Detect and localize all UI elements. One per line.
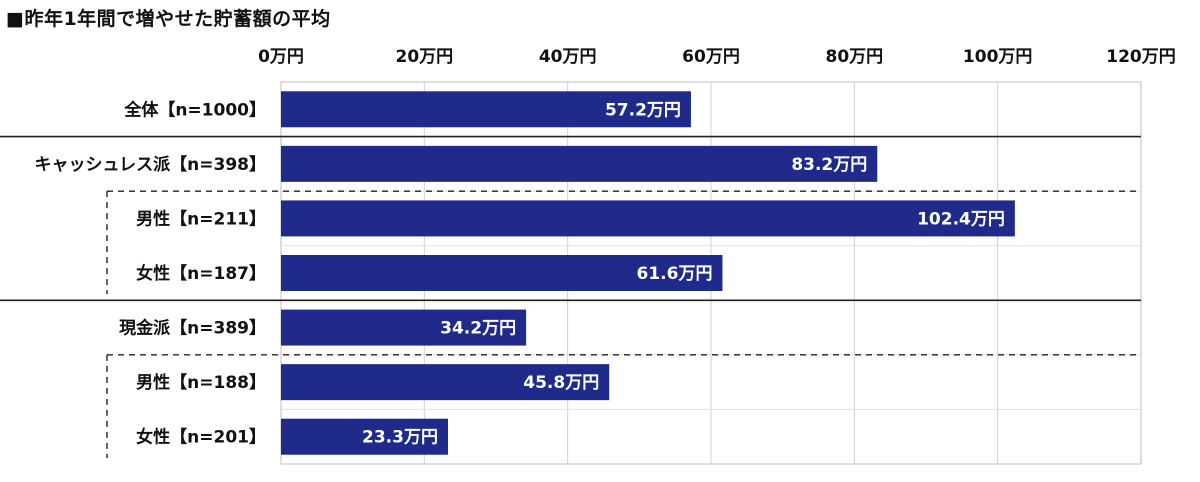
category-label: キャッシュレス派【n=398】 bbox=[35, 154, 267, 175]
category-label: 女性【n=201】 bbox=[136, 427, 266, 448]
bar-value-label: 34.2万円 bbox=[440, 319, 516, 339]
category-labels: 全体【n=1000】キャッシュレス派【n=398】男性【n=211】女性【n=1… bbox=[35, 99, 267, 447]
bar bbox=[281, 255, 723, 291]
bar-value-label: 45.8万円 bbox=[523, 373, 599, 393]
bar-value-label: 83.2万円 bbox=[791, 155, 867, 175]
bar bbox=[281, 145, 878, 182]
category-label: 女性【n=187】 bbox=[136, 263, 266, 284]
bar bbox=[281, 418, 448, 455]
category-label: 男性【n=188】 bbox=[136, 372, 266, 393]
x-tick-label: 0万円 bbox=[258, 47, 304, 67]
bar bbox=[281, 364, 610, 401]
bars: 57.2万円 83.2万円 102.4万円 61.6万円 34.2万円 45.8万円 23.… bbox=[281, 91, 1015, 455]
x-tick-label: 100万円 bbox=[963, 47, 1033, 67]
chart-title: ■昨年1年間で増やせた貯蓄額の平均 bbox=[6, 8, 331, 30]
category-label: 現金派【n=389】 bbox=[119, 318, 266, 339]
x-tick-label: 80万円 bbox=[825, 47, 883, 67]
x-tick-label: 60万円 bbox=[682, 47, 740, 67]
bar-value-label: 61.6万円 bbox=[637, 264, 713, 284]
x-tick-label: 120万円 bbox=[1106, 47, 1176, 67]
x-axis-ticks: 0万円 20万円 40万円 60万円 80万円 100万円 120万円 bbox=[258, 47, 1176, 67]
x-tick-label: 20万円 bbox=[395, 47, 453, 67]
bar bbox=[281, 91, 691, 128]
bar-value-label: 23.3万円 bbox=[362, 428, 438, 448]
bar bbox=[281, 200, 1015, 237]
bar-value-label: 57.2万円 bbox=[605, 100, 681, 120]
bar-value-label: 102.4万円 bbox=[917, 209, 1005, 229]
bar bbox=[281, 309, 527, 346]
category-label: 全体【n=1000】 bbox=[123, 99, 266, 120]
group-separators bbox=[0, 135, 1141, 458]
category-label: 男性【n=211】 bbox=[136, 208, 266, 229]
x-tick-label: 40万円 bbox=[539, 47, 597, 67]
